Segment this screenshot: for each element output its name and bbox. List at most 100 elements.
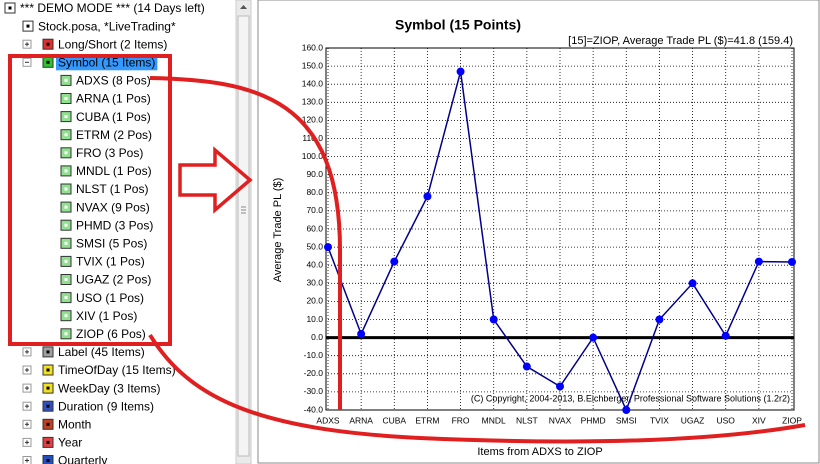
y-tick-label: 150.0 [302,60,324,70]
highlight-box [8,54,172,346]
tree-item[interactable]: WeekDay (3 Items) [58,381,160,395]
x-tick-label: ADXS [316,415,339,425]
tree-item[interactable]: Month [58,417,91,431]
x-tick-label: FRO [452,415,470,425]
node-icon-dot [46,459,50,462]
x-axis-label: Items from ADXS to ZIOP [477,446,602,458]
x-tick-label: NVAX [549,415,572,425]
data-point [522,362,531,371]
tree-item[interactable]: Label (45 Items) [58,345,145,359]
chart-title: Symbol (15 Points) [395,17,521,33]
node-icon-dot [64,78,68,82]
tree-item[interactable]: SMSI (5 Pos) [76,236,147,250]
y-tick-label: -10.0 [304,350,324,360]
y-tick-label: 50.0 [306,241,323,251]
x-tick-label: TVIX [650,415,669,425]
node-icon-dot [26,24,30,28]
node-icon-dot [64,115,68,119]
curve-top [149,76,342,410]
x-tick-label: ETRM [415,415,439,425]
data-point [589,333,598,342]
tree-item[interactable]: CUBA (1 Pos) [76,110,151,124]
node-icon-dot [46,422,50,426]
node-icon-dot [64,314,68,318]
y-tick-label: 120.0 [302,115,324,125]
y-tick-label: 70.0 [306,205,323,215]
data-point [622,406,631,414]
x-tick-label: NLST [516,415,538,425]
data-point [357,329,366,338]
tree-item[interactable]: *** DEMO MODE *** (14 Days left) [20,1,205,15]
tree-item[interactable]: ETRM (2 Pos) [76,128,152,142]
node-icon-dot [46,368,50,372]
node-icon-dot [64,278,68,281]
tree-item[interactable]: NLST (1 Pos) [76,182,148,196]
data-point [754,257,763,266]
tree-item[interactable]: Stock.posa, *LiveTrading* [38,19,176,33]
tree-item[interactable]: Quarterly [58,454,107,464]
data-point [655,315,664,324]
node-icon-dot [64,133,68,137]
y-tick-label: 60.0 [306,223,323,233]
y-tick-label: 90.0 [306,169,323,179]
tree-item[interactable]: Year [58,436,82,450]
node-icon-dot [46,60,50,64]
arrow [178,146,253,214]
node-icon-dot [46,386,50,390]
scroll-up[interactable] [240,5,247,9]
y-tick-label: 100.0 [302,151,324,161]
tree-item[interactable]: FRO (3 Pos) [76,146,143,160]
y-tick-label: 10.0 [306,314,323,324]
x-tick-label: ZIOP [782,415,802,425]
y-tick-label: 30.0 [306,278,323,288]
y-tick-label: 140.0 [302,78,324,88]
tree-item[interactable]: ZIOP (6 Pos) [76,327,146,341]
tree-item[interactable]: ARNA (1 Pos) [76,92,151,106]
y-tick-label: 40.0 [306,259,323,269]
selection [56,54,158,71]
data-point [390,257,399,266]
node-icon-dot [46,350,50,354]
x-tick-label: PHMD [581,415,606,425]
tree-item[interactable]: NVAX (9 Pos) [76,200,150,214]
tree-item[interactable]: USO (1 Pos) [76,291,144,305]
y-tick-label: 80.0 [306,187,323,197]
tree-view: *** DEMO MODE *** (14 Days left) Stock.po… [4,1,205,464]
node-icon-dot [64,296,68,300]
node-icon-dot [64,259,68,263]
tree-item[interactable]: ADXS (8 Pos) [76,74,151,88]
x-tick-label: MNDL [482,415,506,425]
tree-item[interactable]: MNDL (1 Pos) [76,164,152,178]
annotations [8,54,806,444]
node-icon-dot [64,332,68,336]
data-point [556,382,564,391]
node-icon-dot [64,223,68,227]
y-tick-label: -20.0 [304,368,324,378]
node-icon-dot [8,6,12,10]
data-point [423,192,432,201]
y-tick-label: 160.0 [302,42,324,52]
x-tick-label: UGAZ [681,415,705,425]
node-icon-dot [64,169,68,173]
chart-subtitle: [15]=ZIOP, Average Trade PL ($)=41.8 (15… [568,35,793,47]
node-icon-dot [64,151,68,155]
y-tick-label: -40.0 [304,404,324,414]
scroll-thumb[interactable] [237,15,250,457]
tree-item[interactable]: Duration (9 Items) [58,399,154,413]
tree-item[interactable]: Symbol (15 Items) [58,55,155,69]
data-point [456,67,465,76]
node-icon-dot [46,440,50,444]
data-point [788,257,796,266]
x-tick-label: ARNA [349,415,373,425]
tree-item[interactable]: Long/Short (2 Items) [58,37,167,51]
y-tick-label: -30.0 [304,386,324,396]
tree-item[interactable]: UGAZ (2 Pos) [76,273,151,287]
y-tick-label: 0.0 [311,332,323,342]
y-axis-label: Average Trade PL ($) [272,178,284,283]
tree-item[interactable]: PHMD (3 Pos) [76,218,153,232]
tree-item[interactable]: XIV (1 Pos) [76,309,137,323]
tree-item[interactable]: TVIX (1 Pos) [76,255,145,269]
data-point [324,243,332,252]
x-tick-label: USO [717,415,736,425]
tree-item[interactable]: TimeOfDay (15 Items) [58,363,176,377]
